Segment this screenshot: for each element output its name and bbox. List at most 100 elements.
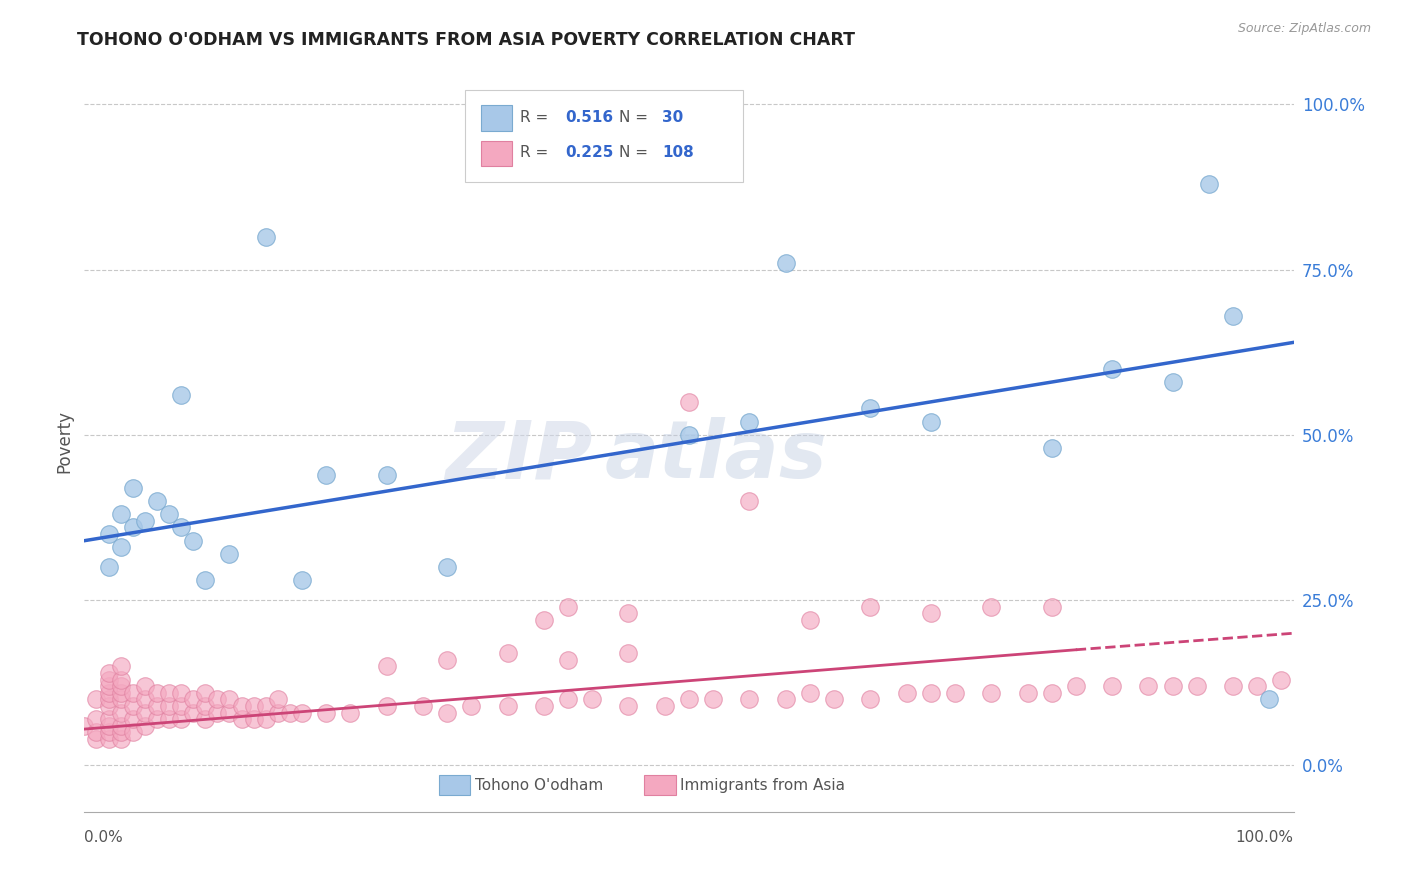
Point <box>242 698 264 713</box>
Point <box>702 692 724 706</box>
Point <box>375 467 398 482</box>
Point <box>194 574 217 588</box>
Point <box>157 686 180 700</box>
Point <box>218 706 240 720</box>
Point <box>110 692 132 706</box>
Point <box>86 712 108 726</box>
FancyBboxPatch shape <box>465 90 744 183</box>
Point <box>460 698 482 713</box>
Point <box>146 712 169 726</box>
Point <box>375 698 398 713</box>
Point <box>1040 441 1063 455</box>
Point <box>267 706 290 720</box>
Point <box>170 698 193 713</box>
Y-axis label: Poverty: Poverty <box>55 410 73 473</box>
Point <box>267 692 290 706</box>
Point <box>496 646 519 660</box>
Point <box>1258 692 1281 706</box>
Text: atlas: atlas <box>605 417 827 495</box>
Point <box>859 692 882 706</box>
Text: Immigrants from Asia: Immigrants from Asia <box>681 778 845 793</box>
Text: 0.225: 0.225 <box>565 145 614 161</box>
Point <box>315 467 337 482</box>
Point <box>86 725 108 739</box>
Point <box>97 692 120 706</box>
Point <box>496 698 519 713</box>
Point <box>231 698 253 713</box>
Point <box>207 692 229 706</box>
Text: 30: 30 <box>662 110 683 125</box>
Text: 100.0%: 100.0% <box>1236 830 1294 846</box>
Point <box>436 560 458 574</box>
Point <box>194 686 217 700</box>
Point <box>1137 679 1160 693</box>
Point <box>533 698 555 713</box>
Point <box>110 706 132 720</box>
Point <box>1064 679 1087 693</box>
Point <box>1198 177 1220 191</box>
Point <box>242 712 264 726</box>
Point <box>678 395 700 409</box>
Point <box>738 692 761 706</box>
Point <box>1101 361 1123 376</box>
Text: TOHONO O'ODHAM VS IMMIGRANTS FROM ASIA POVERTY CORRELATION CHART: TOHONO O'ODHAM VS IMMIGRANTS FROM ASIA P… <box>77 31 855 49</box>
Point <box>1101 679 1123 693</box>
Point <box>896 686 918 700</box>
Point <box>678 428 700 442</box>
Text: Tohono O'odham: Tohono O'odham <box>475 778 603 793</box>
Text: ZIP: ZIP <box>444 417 592 495</box>
Point <box>1270 673 1292 687</box>
Text: 0.516: 0.516 <box>565 110 614 125</box>
Point <box>943 686 966 700</box>
Text: N =: N = <box>619 110 648 125</box>
Point <box>110 725 132 739</box>
Point <box>557 692 579 706</box>
Point <box>412 698 434 713</box>
Point <box>110 719 132 733</box>
Point <box>146 494 169 508</box>
Point <box>97 673 120 687</box>
Point <box>315 706 337 720</box>
Point <box>170 388 193 402</box>
Point <box>738 415 761 429</box>
Point <box>617 646 640 660</box>
Point <box>1246 679 1268 693</box>
Point <box>254 229 277 244</box>
Text: 108: 108 <box>662 145 695 161</box>
Point <box>254 712 277 726</box>
Point <box>1040 599 1063 614</box>
Point <box>97 719 120 733</box>
FancyBboxPatch shape <box>644 775 676 795</box>
Point <box>799 613 821 627</box>
Point <box>181 706 204 720</box>
Point <box>134 514 156 528</box>
FancyBboxPatch shape <box>439 775 470 795</box>
Point <box>170 686 193 700</box>
Point <box>134 706 156 720</box>
Point <box>97 725 120 739</box>
Point <box>97 712 120 726</box>
Point <box>920 686 942 700</box>
Text: 0.0%: 0.0% <box>84 830 124 846</box>
Point <box>97 527 120 541</box>
Point <box>97 698 120 713</box>
Point <box>218 547 240 561</box>
Point <box>121 725 143 739</box>
Point <box>110 659 132 673</box>
Point <box>97 731 120 746</box>
FancyBboxPatch shape <box>481 141 512 166</box>
Point <box>775 692 797 706</box>
Point <box>121 698 143 713</box>
Point <box>1161 375 1184 389</box>
Point <box>1185 679 1208 693</box>
Point <box>980 686 1002 700</box>
Point <box>1222 679 1244 693</box>
Point <box>110 686 132 700</box>
Point <box>1161 679 1184 693</box>
Point <box>654 698 676 713</box>
Text: R =: R = <box>520 145 548 161</box>
Point <box>231 712 253 726</box>
Point <box>533 613 555 627</box>
Point <box>121 520 143 534</box>
Point <box>194 698 217 713</box>
